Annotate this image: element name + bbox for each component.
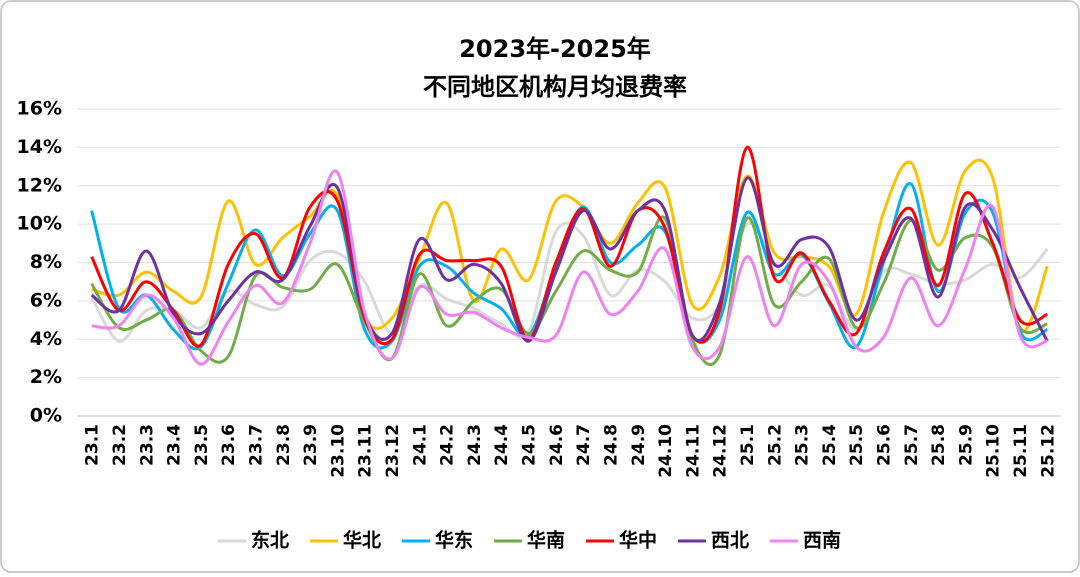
x-tick-label: 25.6 [875, 424, 895, 466]
legend-label: 东北 [251, 529, 289, 552]
y-tick-label: 12% [17, 174, 62, 196]
x-tick-label: 25.11 [1011, 424, 1031, 478]
x-tick-label: 24.2 [438, 424, 458, 466]
y-tick-label: 8% [30, 251, 62, 273]
legend-label: 华中 [619, 529, 657, 552]
x-tick-label: 24.9 [629, 424, 649, 466]
chart-title: 2023年-2025年 [459, 35, 651, 63]
x-tick-label: 23.3 [137, 424, 157, 466]
x-tick-label: 25.7 [902, 424, 922, 466]
x-tick-label: 23.4 [165, 424, 185, 466]
x-tick-label: 25.1 [738, 424, 758, 466]
series-line [90, 182, 1048, 351]
legend-label: 华南 [527, 529, 565, 552]
y-tick-label: 2% [30, 366, 62, 388]
x-tick-label: 24.10 [656, 424, 676, 478]
x-tick-label: 25.12 [1038, 424, 1058, 478]
x-tick-label: 25.9 [956, 424, 976, 466]
x-tick-label: 23.9 [301, 424, 321, 466]
x-tick-label: 23.5 [192, 424, 212, 466]
legend-label: 西北 [711, 530, 749, 552]
y-tick-label: 4% [30, 328, 62, 350]
x-tick-label: 25.3 [793, 424, 813, 466]
x-tick-label: 25.5 [847, 424, 867, 466]
y-tick-label: 16% [17, 98, 62, 120]
x-tick-label: 23.10 [328, 424, 348, 478]
x-tick-label: 25.10 [984, 424, 1004, 478]
x-tick-label: 25.2 [765, 424, 785, 466]
y-tick-label: 14% [17, 136, 62, 158]
x-tick-label: 24.5 [520, 424, 540, 466]
x-tick-label: 23.1 [83, 424, 103, 466]
legend-label: 西南 [803, 530, 841, 552]
x-tick-label: 24.8 [601, 424, 621, 466]
x-tick-label: 23.12 [383, 424, 403, 478]
y-tick-label: 0% [30, 405, 62, 427]
x-tick-label: 24.6 [547, 424, 567, 466]
x-tick-label: 23.2 [110, 424, 130, 466]
x-tick-label: 23.8 [274, 424, 294, 466]
x-tick-label: 23.11 [356, 424, 376, 478]
legend-label: 华东 [435, 529, 473, 552]
chart-title: 不同地区机构月均退费率 [423, 73, 687, 101]
series-line [91, 169, 1048, 366]
x-tick-label: 23.7 [246, 424, 266, 466]
y-tick-label: 6% [30, 289, 62, 311]
x-tick-label: 25.4 [820, 424, 840, 466]
series-line [90, 215, 1048, 367]
x-tick-label: 24.1 [410, 424, 430, 466]
x-tick-label: 24.3 [465, 424, 485, 466]
x-tick-label: 24.4 [492, 424, 512, 466]
x-tick-label: 25.8 [929, 424, 949, 466]
series-line [90, 176, 1049, 343]
legend-label: 华北 [343, 529, 381, 552]
x-tick-label: 24.12 [711, 424, 731, 478]
x-tick-label: 24.7 [574, 424, 594, 466]
y-tick-label: 10% [17, 213, 62, 235]
series-line [90, 145, 1048, 348]
x-tick-label: 24.11 [683, 424, 703, 478]
x-tick-label: 23.6 [219, 424, 239, 466]
